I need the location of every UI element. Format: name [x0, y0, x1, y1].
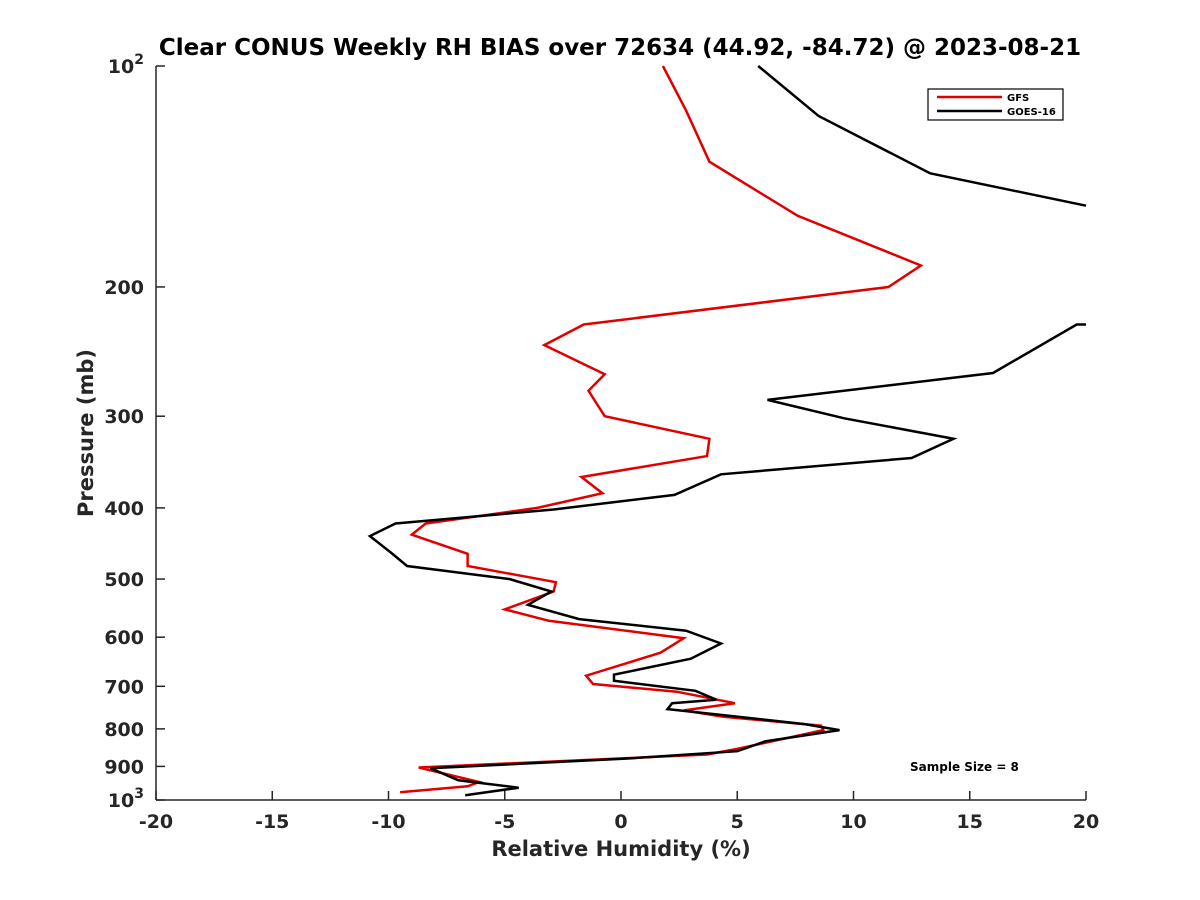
plot-area [156, 66, 1086, 800]
legend: GFS GOES-16 [927, 88, 1064, 121]
y-tick-label-base: 10 [108, 790, 134, 812]
sample-size-annotation: Sample Size = 8 [910, 760, 1019, 774]
y-tick-label-base: 400 [104, 498, 144, 520]
x-axis-title: Relative Humidity (%) [491, 837, 750, 861]
x-ticks: -20 -15 -10 -5 0 5 10 15 20 [139, 791, 1099, 833]
y-tick-label-base: 700 [104, 676, 144, 698]
y-tick-label: 600 [104, 627, 144, 649]
x-tick-label: 15 [957, 811, 983, 833]
y-tick-label: 700 [104, 676, 144, 698]
y-tick-label: 200 [104, 277, 144, 299]
y-tick-label-exponent: 3 [134, 786, 144, 802]
chart-title: Clear CONUS Weekly RH BIAS over 72634 (4… [159, 35, 1081, 61]
x-tick-label: 0 [614, 811, 627, 833]
y-tick-label: 102 [108, 52, 144, 78]
x-tick-label: 20 [1073, 811, 1099, 833]
y-tick-label-base: 200 [104, 277, 144, 299]
x-tick-label: 5 [731, 811, 744, 833]
y-tick-label-base: 900 [104, 756, 144, 778]
y-axis-title: Pressure (mb) [74, 349, 98, 517]
y-tick-label: 300 [104, 406, 144, 428]
y-tick-label: 800 [104, 719, 144, 741]
series-line-goes-16-part1 [757, 65, 1087, 207]
x-tick-label: -5 [494, 811, 515, 833]
y-tick-label-exponent: 2 [134, 52, 144, 68]
legend-label-gfs: GFS [1007, 93, 1029, 104]
y-tick-label: 500 [104, 569, 144, 591]
x-tick-label: -10 [371, 811, 405, 833]
series-line-goes-16-part2 [367, 323, 1086, 797]
y-tick-label: 400 [104, 498, 144, 520]
legend-box [927, 88, 1064, 121]
x-tick-label: 10 [840, 811, 866, 833]
series-layer [367, 65, 1087, 797]
y-tick-label-base: 10 [108, 56, 134, 78]
y-tick-label-base: 600 [104, 627, 144, 649]
legend-label-goes16: GOES-16 [1007, 107, 1056, 118]
y-tick-label: 103 [108, 786, 144, 812]
y-tick-label-base: 500 [104, 569, 144, 591]
x-tick-label: -20 [139, 811, 173, 833]
x-tick-label: -15 [255, 811, 289, 833]
y-tick-label: 900 [104, 756, 144, 778]
y-tick-label-base: 300 [104, 406, 144, 428]
y-tick-label-base: 800 [104, 719, 144, 741]
